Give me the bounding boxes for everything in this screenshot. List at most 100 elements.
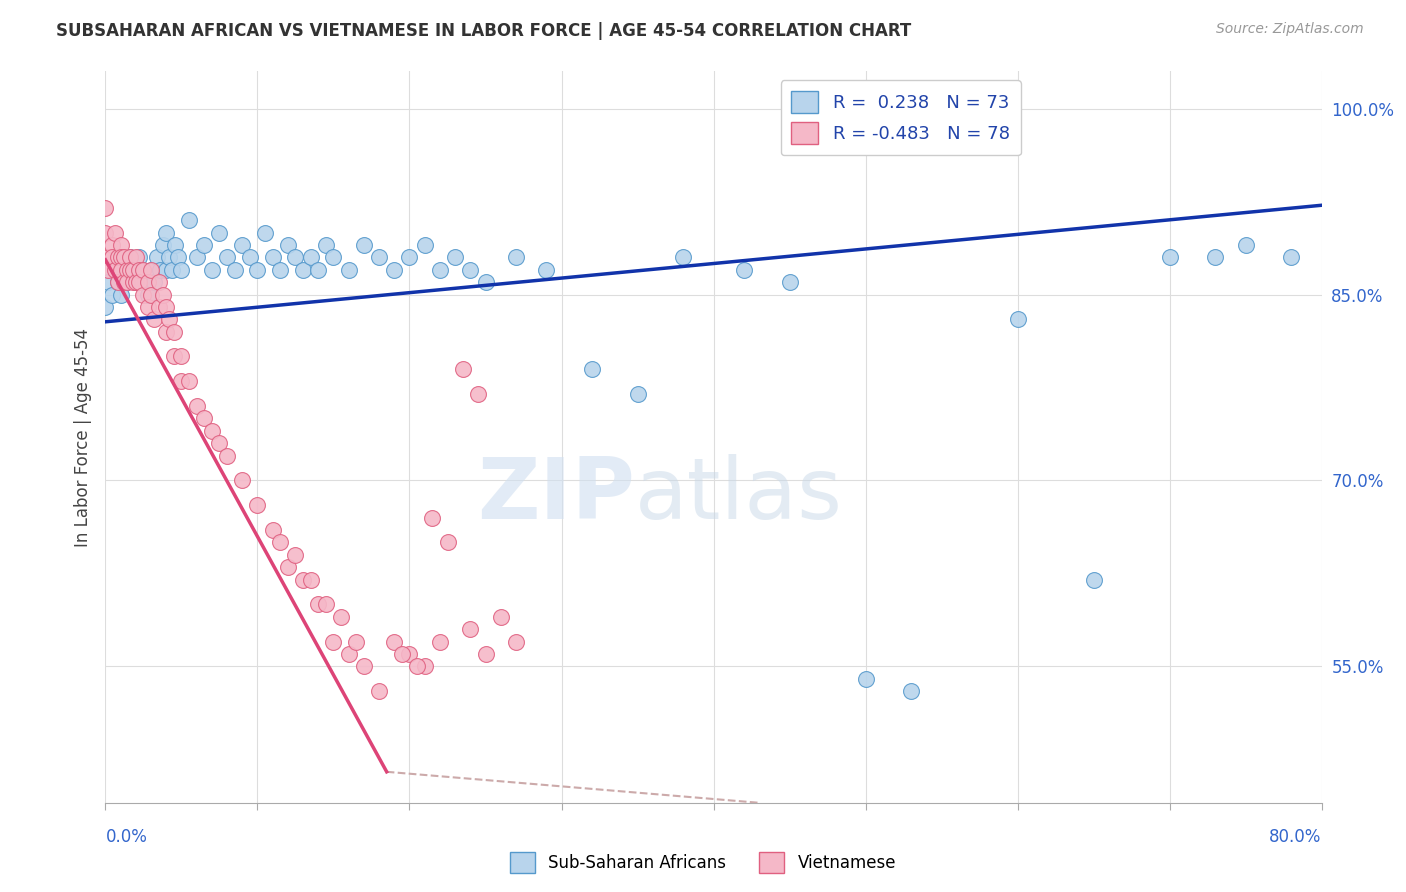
Point: [353, 659, 375, 673]
Point: [436, 535, 458, 549]
Point: [733, 262, 755, 277]
Point: [224, 262, 246, 277]
Point: [467, 386, 489, 401]
Point: [94, 300, 117, 314]
Point: [148, 300, 170, 314]
Point: [112, 275, 135, 289]
Point: [284, 548, 307, 562]
Point: [231, 474, 253, 488]
Point: [330, 610, 353, 624]
Point: [353, 238, 375, 252]
Point: [337, 262, 360, 277]
Point: [292, 262, 315, 277]
Point: [307, 262, 329, 277]
Point: [155, 300, 177, 314]
Point: [155, 226, 177, 240]
Point: [107, 275, 129, 289]
Point: [110, 250, 132, 264]
Point: [139, 287, 162, 301]
Point: [148, 275, 170, 289]
Point: [94, 226, 117, 240]
Point: [855, 672, 877, 686]
Point: [155, 262, 177, 277]
Point: [170, 350, 193, 364]
Point: [246, 498, 269, 512]
Point: [779, 275, 801, 289]
Point: [505, 634, 527, 648]
Point: [322, 634, 344, 648]
Point: [451, 362, 474, 376]
Point: [1159, 250, 1181, 264]
Point: [128, 275, 150, 289]
Point: [193, 238, 215, 252]
Point: [125, 250, 148, 264]
Text: ZIP: ZIP: [477, 454, 634, 537]
Point: [112, 262, 135, 277]
Point: [100, 287, 122, 301]
Point: [170, 374, 193, 388]
Point: [143, 275, 166, 289]
Point: [97, 262, 120, 277]
Point: [413, 659, 436, 673]
Point: [128, 262, 150, 277]
Point: [307, 598, 329, 612]
Point: [900, 684, 922, 698]
Point: [444, 250, 467, 264]
Point: [1083, 573, 1105, 587]
Point: [368, 250, 391, 264]
Point: [1279, 250, 1302, 264]
Point: [103, 262, 125, 277]
Point: [134, 275, 156, 289]
Point: [1234, 238, 1257, 252]
Point: [152, 238, 174, 252]
Text: 0.0%: 0.0%: [105, 828, 148, 846]
Point: [217, 250, 239, 264]
Point: [489, 610, 512, 624]
Point: [118, 262, 141, 277]
Point: [429, 634, 451, 648]
Point: [505, 250, 527, 264]
Point: [110, 287, 132, 301]
Point: [165, 238, 187, 252]
Point: [406, 659, 429, 673]
Text: Source: ZipAtlas.com: Source: ZipAtlas.com: [1216, 22, 1364, 37]
Point: [277, 238, 299, 252]
Point: [299, 573, 322, 587]
Point: [118, 250, 141, 264]
Point: [115, 262, 138, 277]
Point: [269, 535, 291, 549]
Text: SUBSAHARAN AFRICAN VS VIETNAMESE IN LABOR FORCE | AGE 45-54 CORRELATION CHART: SUBSAHARAN AFRICAN VS VIETNAMESE IN LABO…: [56, 22, 911, 40]
Point: [231, 238, 253, 252]
Point: [186, 399, 208, 413]
Point: [112, 250, 135, 264]
Point: [146, 250, 169, 264]
Point: [115, 275, 138, 289]
Point: [413, 238, 436, 252]
Point: [292, 573, 315, 587]
Point: [458, 622, 481, 636]
Point: [1204, 250, 1226, 264]
Point: [100, 238, 122, 252]
Point: [155, 325, 177, 339]
Point: [170, 262, 193, 277]
Point: [277, 560, 299, 574]
Point: [128, 250, 150, 264]
Point: [136, 275, 159, 289]
Point: [100, 250, 122, 264]
Point: [299, 250, 322, 264]
Point: [143, 312, 166, 326]
Point: [177, 213, 200, 227]
Point: [315, 598, 337, 612]
Point: [162, 262, 184, 277]
Point: [152, 287, 174, 301]
Point: [458, 262, 481, 277]
Point: [121, 275, 143, 289]
Point: [269, 262, 291, 277]
Point: [429, 262, 451, 277]
Point: [474, 647, 496, 661]
Point: [167, 250, 190, 264]
Point: [201, 424, 224, 438]
Point: [474, 275, 496, 289]
Point: [132, 262, 155, 277]
Point: [149, 262, 172, 277]
